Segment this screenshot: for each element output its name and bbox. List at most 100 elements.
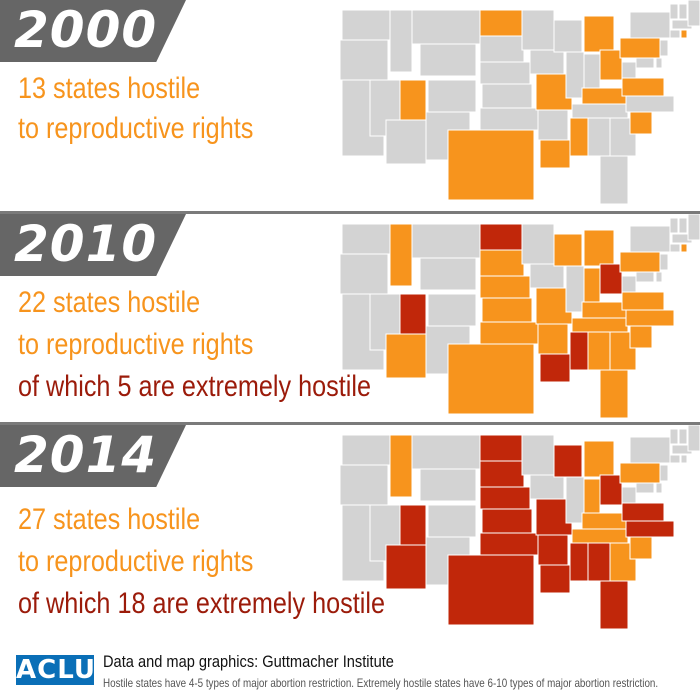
state-nj	[659, 253, 669, 271]
state-al	[587, 542, 611, 582]
hostile-count-text: 27 states hostile	[18, 503, 201, 536]
source-credit: Data and map graphics: Guttmacher Instit…	[103, 652, 394, 671]
state-de	[655, 271, 663, 283]
state-ok	[479, 107, 539, 131]
year-banner: 2000	[0, 0, 186, 62]
state-me	[687, 0, 700, 27]
state-id	[389, 223, 413, 287]
state-ri	[680, 29, 688, 39]
footer: ACLU Data and map graphics: Guttmacher I…	[0, 648, 700, 700]
state-ms	[569, 331, 589, 371]
state-nj	[659, 464, 669, 482]
state-fl	[599, 369, 629, 419]
state-wy	[419, 257, 477, 291]
state-mi	[583, 229, 615, 267]
state-tx	[447, 343, 535, 415]
state-al	[587, 331, 611, 371]
state-nc	[625, 309, 675, 327]
state-wi	[553, 444, 583, 478]
state-wy	[419, 43, 477, 77]
state-ks	[481, 297, 533, 323]
state-wv	[621, 61, 637, 79]
state-nd	[479, 223, 523, 251]
state-ct	[669, 29, 681, 39]
divider	[0, 211, 700, 214]
state-ar	[537, 109, 569, 141]
state-sc	[629, 536, 653, 560]
state-ia	[529, 263, 565, 289]
state-mt	[411, 434, 481, 470]
state-oh	[599, 263, 623, 295]
state-fl	[599, 580, 629, 630]
state-ia	[529, 474, 565, 500]
state-ks	[481, 508, 533, 534]
state-co	[427, 504, 477, 538]
state-co	[427, 293, 477, 327]
state-ia	[529, 49, 565, 75]
state-va	[621, 77, 665, 97]
state-nh	[678, 428, 688, 445]
state-al	[587, 117, 611, 157]
state-me	[687, 214, 700, 241]
state-ar	[537, 534, 569, 566]
state-ut	[399, 504, 427, 546]
state-or	[339, 39, 389, 81]
year-banner: 2010	[0, 214, 186, 276]
extreme-count-text: of which 5 are extremely hostile	[18, 370, 371, 403]
state-wv	[621, 275, 637, 293]
state-ne	[479, 486, 531, 510]
year-label: 2000	[14, 1, 158, 59]
state-or	[339, 464, 389, 506]
state-pa	[619, 251, 661, 273]
panel-2010: 2010 22 states hostile to reproductive r…	[0, 214, 700, 422]
subtitle-text: to reproductive rights	[18, 545, 254, 578]
state-ct	[669, 454, 681, 464]
state-tn	[571, 528, 629, 544]
state-ky	[581, 512, 627, 530]
state-nh	[678, 3, 688, 20]
state-pa	[619, 462, 661, 484]
state-pa	[619, 37, 661, 59]
state-ny	[629, 11, 671, 39]
state-me	[687, 425, 700, 452]
state-co	[427, 79, 477, 113]
state-sd	[479, 249, 525, 277]
state-in	[583, 53, 601, 89]
state-nc	[625, 520, 675, 538]
state-in	[583, 478, 601, 514]
state-sc	[629, 111, 653, 135]
state-az	[385, 119, 427, 165]
state-la	[539, 139, 571, 169]
aclu-logo[interactable]: ACLU	[16, 655, 96, 685]
state-mn	[521, 223, 555, 265]
state-de	[655, 57, 663, 69]
state-id	[389, 9, 413, 73]
state-vt	[669, 217, 679, 234]
state-wa	[341, 223, 393, 255]
state-mn	[521, 9, 555, 51]
state-tn	[571, 317, 629, 333]
state-ne	[479, 275, 531, 299]
state-il	[565, 476, 585, 524]
state-wi	[553, 233, 583, 267]
state-nj	[659, 39, 669, 57]
subtitle-text: to reproductive rights	[18, 328, 254, 361]
state-ut	[399, 79, 427, 121]
state-mi	[583, 15, 615, 53]
state-mt	[411, 223, 481, 259]
state-mt	[411, 9, 481, 45]
state-ky	[581, 87, 627, 105]
state-ks	[481, 83, 533, 109]
state-nd	[479, 9, 523, 37]
us-map-2010	[339, 214, 700, 419]
state-wi	[553, 19, 583, 53]
state-ne	[479, 61, 531, 85]
state-wy	[419, 468, 477, 502]
state-vt	[669, 428, 679, 445]
state-de	[655, 482, 663, 494]
state-tn	[571, 103, 629, 119]
panel-2014: 2014 27 states hostile to reproductive r…	[0, 425, 700, 647]
state-nh	[678, 217, 688, 234]
state-md	[635, 271, 655, 283]
state-az	[385, 544, 427, 590]
